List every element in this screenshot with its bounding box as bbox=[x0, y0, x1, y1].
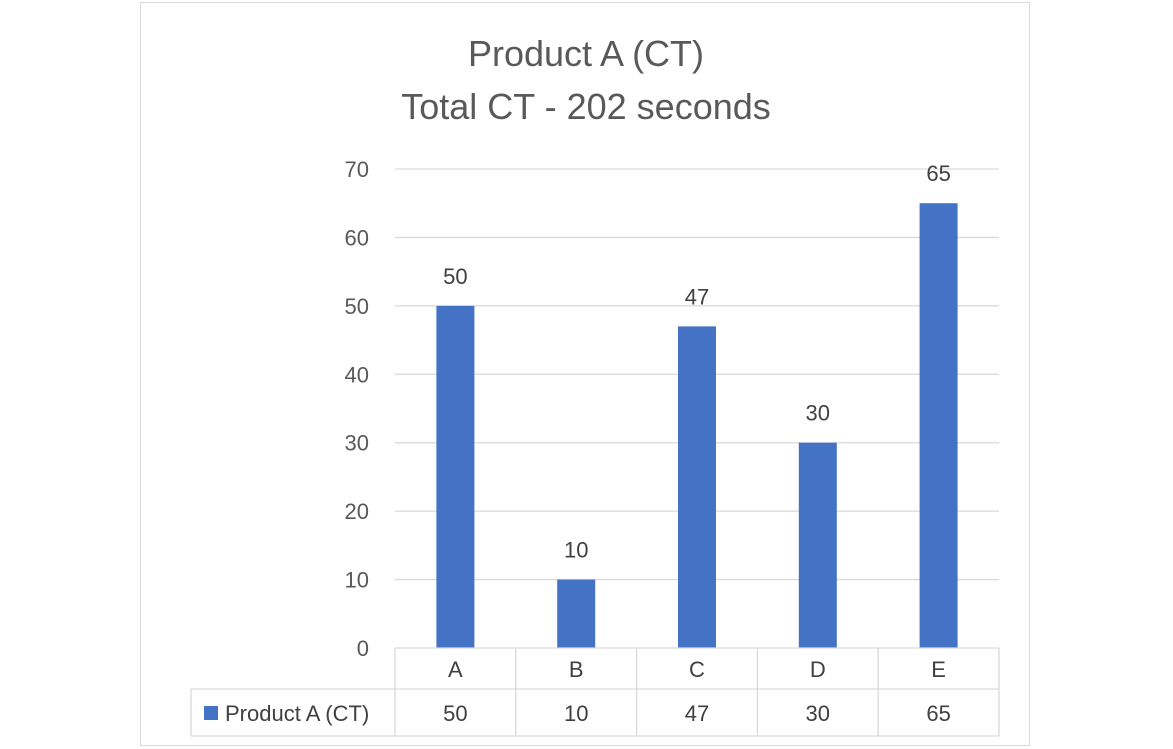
x-category-label: D bbox=[810, 657, 826, 682]
bar bbox=[678, 326, 716, 648]
data-table: A B C D E Product A (CT) 50 10 47 30 65 bbox=[190, 647, 1000, 737]
y-tick-label: 10 bbox=[345, 568, 369, 593]
bars bbox=[436, 203, 958, 648]
bar-chart: Product A (CT) Total CT - 202 seconds 0 1… bbox=[190, 33, 1000, 737]
data-label: 65 bbox=[926, 161, 950, 186]
x-category-label: C bbox=[689, 657, 705, 682]
data-labels: 50 10 47 30 65 bbox=[443, 161, 951, 562]
table-value: 65 bbox=[926, 701, 950, 726]
y-tick-label: 50 bbox=[345, 294, 369, 319]
table-value: 50 bbox=[443, 701, 467, 726]
y-tick-label: 70 bbox=[345, 157, 369, 182]
series-name: Product A (CT) bbox=[225, 701, 369, 726]
legend-key bbox=[204, 706, 218, 720]
y-tick-label: 30 bbox=[345, 431, 369, 456]
y-tick-label: 40 bbox=[345, 362, 369, 387]
data-label: 30 bbox=[806, 401, 830, 426]
bar bbox=[798, 442, 837, 648]
chart-subtitle: Total CT - 202 seconds bbox=[401, 86, 771, 127]
x-category-label: E bbox=[931, 657, 946, 682]
y-axis-ticks: 0 10 20 30 40 50 60 70 bbox=[345, 157, 369, 661]
table-value: 47 bbox=[685, 701, 709, 726]
chart-title-group: Product A (CT) Total CT - 202 seconds bbox=[401, 33, 771, 127]
table-value: 30 bbox=[806, 701, 830, 726]
y-tick-label: 60 bbox=[345, 225, 369, 250]
y-tick-label: 20 bbox=[345, 499, 369, 524]
data-label: 50 bbox=[443, 264, 467, 289]
x-category-label: B bbox=[569, 657, 584, 682]
table-value: 10 bbox=[564, 701, 588, 726]
data-label: 47 bbox=[685, 284, 709, 309]
data-label: 10 bbox=[564, 538, 588, 563]
chart-frame: Product A (CT) Total CT - 202 seconds 0 1… bbox=[140, 2, 1030, 746]
bar bbox=[919, 203, 958, 648]
chart-title: Product A (CT) bbox=[468, 33, 704, 74]
y-tick-label: 0 bbox=[357, 636, 369, 661]
bar bbox=[557, 579, 596, 648]
x-category-label: A bbox=[448, 657, 463, 682]
bar bbox=[436, 305, 475, 648]
